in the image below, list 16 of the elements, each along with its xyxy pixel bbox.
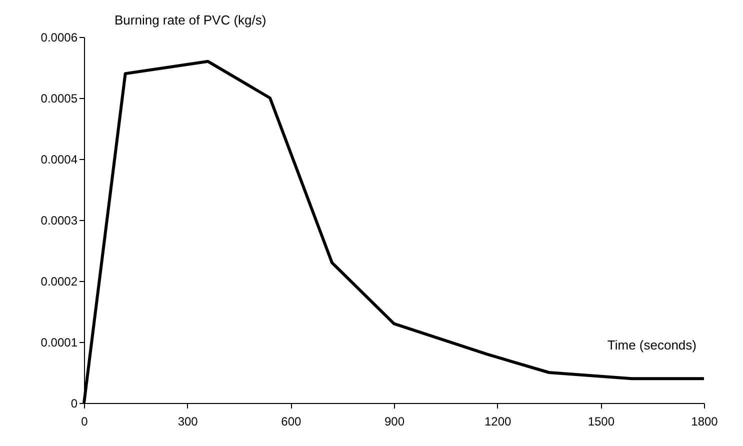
y-axis-title: Burning rate of PVC (kg/s) <box>114 12 266 28</box>
y-tick-label: 0.0004 <box>40 152 78 166</box>
x-tick-label: 900 <box>384 414 405 428</box>
y-tick-label: 0.0002 <box>40 274 78 288</box>
x-axis-title: Time (seconds) <box>607 338 696 352</box>
y-tick-label: 0.0005 <box>40 92 78 106</box>
x-tick-label: 1800 <box>691 414 718 428</box>
x-tick-label: 0 <box>81 414 88 428</box>
y-tick-label: 0.0003 <box>40 214 78 228</box>
x-tick-label: 1500 <box>588 414 615 428</box>
x-tick-label: 1200 <box>484 414 512 428</box>
y-tick-label: 0.0001 <box>40 336 78 350</box>
y-tick-label: 0 <box>70 396 78 410</box>
x-tick-label: 300 <box>178 414 198 428</box>
y-tick-label: 0.0006 <box>40 30 78 44</box>
x-tick-label: 600 <box>281 414 302 428</box>
